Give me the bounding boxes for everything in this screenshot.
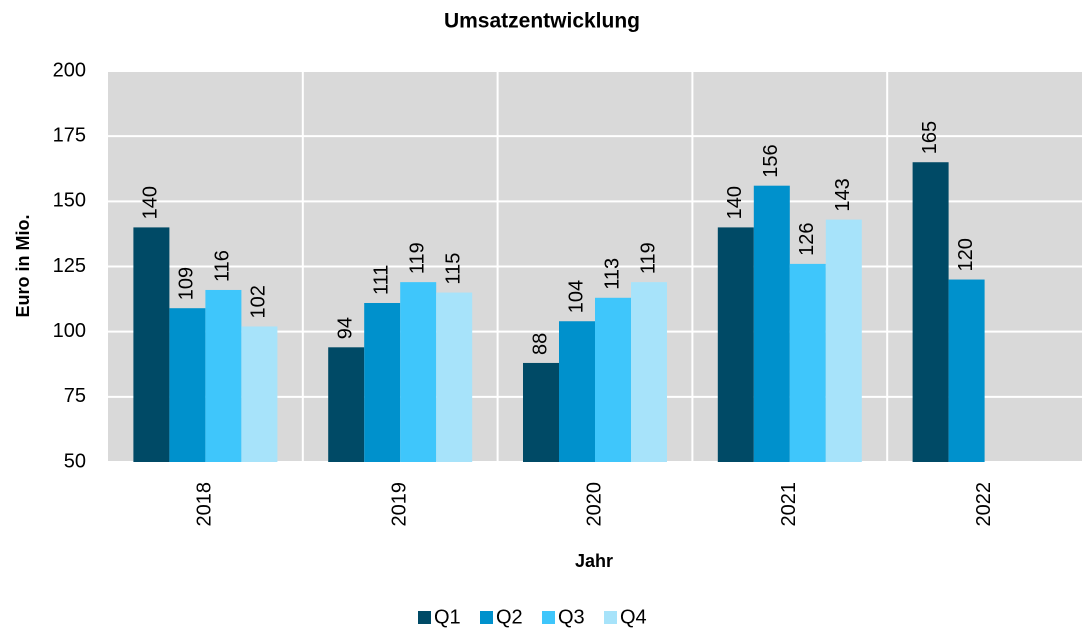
legend-swatch	[604, 611, 617, 624]
bar	[400, 282, 437, 462]
bar	[436, 292, 473, 462]
bar	[753, 185, 790, 462]
legend-label: Q3	[558, 606, 585, 628]
bar	[789, 263, 826, 462]
data-label: 119	[637, 242, 659, 274]
data-label: 104	[565, 280, 587, 313]
y-axis-label: Euro in Mio.	[13, 215, 33, 318]
data-label: 119	[406, 242, 428, 274]
data-label: 156	[760, 144, 782, 177]
data-label: 115	[442, 253, 464, 285]
legend-label: Q1	[434, 606, 461, 628]
chart-title: Umsatzentwicklung	[444, 10, 640, 33]
data-label: 140	[724, 186, 746, 219]
x-tick-label: 2022	[973, 482, 995, 527]
x-tick-label: 2019	[388, 482, 410, 527]
data-label: 126	[796, 223, 818, 256]
bar	[559, 321, 595, 462]
y-tick-label: 125	[53, 255, 86, 277]
x-axis-label: Jahr	[575, 551, 613, 571]
data-label: 116	[212, 250, 234, 282]
legend-swatch	[542, 611, 555, 624]
bar	[595, 297, 631, 462]
bar	[205, 289, 242, 462]
y-tick-label: 75	[64, 385, 86, 407]
bar	[169, 308, 206, 462]
bar	[523, 362, 559, 462]
bar	[948, 279, 985, 462]
y-tick-label: 200	[53, 59, 86, 81]
y-tick-label: 100	[53, 320, 86, 342]
data-label: 88	[529, 333, 551, 355]
data-label: 120	[955, 238, 977, 271]
y-tick-label: 175	[53, 124, 86, 146]
bar	[825, 219, 862, 462]
data-label: 94	[334, 317, 356, 339]
data-label: 143	[832, 178, 854, 211]
legend-label: Q2	[496, 606, 523, 628]
bar	[328, 347, 365, 462]
x-tick-label: 2020	[583, 482, 605, 527]
bar	[717, 227, 754, 462]
legend-swatch	[418, 611, 431, 624]
bar	[364, 302, 401, 462]
bar	[912, 162, 949, 462]
data-label: 113	[601, 258, 623, 290]
legend-label: Q4	[620, 606, 647, 628]
bar	[631, 282, 667, 462]
bar	[241, 326, 278, 462]
data-label: 165	[919, 121, 941, 154]
bar	[133, 227, 170, 462]
data-label: 111	[370, 265, 392, 295]
legend-swatch	[480, 611, 493, 624]
y-tick-label: 50	[64, 450, 86, 472]
y-tick-label: 150	[53, 190, 86, 212]
x-tick-label: 2018	[194, 482, 216, 527]
x-tick-label: 2021	[778, 482, 800, 527]
data-label: 140	[140, 186, 162, 219]
data-label: 109	[176, 267, 198, 300]
data-label: 102	[248, 285, 270, 318]
